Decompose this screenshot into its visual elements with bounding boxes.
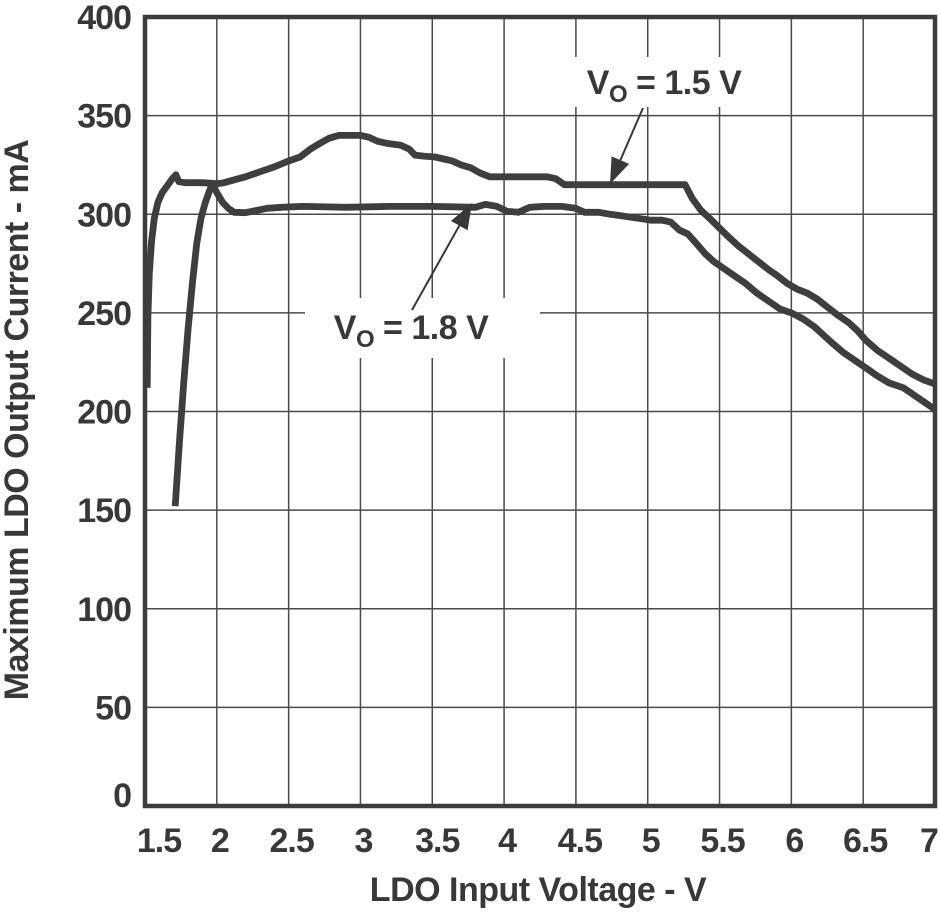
y-axis-title: Maximum LDO Output Current - mA: [0, 140, 36, 701]
annotation-arrowhead-vo-1p5: [610, 156, 630, 184]
y-tick-label: 350: [77, 98, 131, 136]
y-tick-label: 100: [77, 591, 131, 629]
x-tick-label: 7: [920, 822, 938, 860]
y-tick-label: 400: [77, 0, 131, 37]
x-tick-label: 2: [211, 822, 229, 860]
x-tick-label: 4: [498, 822, 517, 860]
data-curves: [143, 131, 937, 507]
annotation-labels: VO = 1.5 V VO = 1.8 V: [334, 64, 743, 353]
y-tick-label: 50: [95, 689, 131, 727]
x-tick-label: 4.5: [558, 822, 602, 860]
x-tick-label: 2.5: [270, 822, 314, 860]
y-tick-label: 250: [77, 295, 131, 333]
annotation-box-vo-1p5: [563, 57, 773, 107]
annotation-arrowhead-vo-1p8: [451, 203, 472, 231]
y-tick-label: 200: [77, 394, 131, 432]
x-tick-label: 3: [354, 822, 372, 860]
annotation-backgrounds: [305, 57, 773, 358]
y-axis-tick-labels: 0 50 100 150 200 250 300 350 400: [77, 0, 132, 815]
x-tick-label: 6.5: [843, 822, 887, 860]
y-tick-label: 150: [77, 492, 131, 530]
annotation-leader-vo-1p5: [618, 107, 644, 163]
x-tick-label: 3.5: [415, 822, 459, 860]
y-tick-label: 0: [113, 777, 131, 815]
annotation-leader-vo-1p8: [411, 223, 462, 311]
x-tick-label: 5: [642, 822, 660, 860]
x-axis-title: LDO Input Voltage - V: [370, 871, 707, 908]
annotation-box-vo-1p8: [305, 298, 540, 358]
x-tick-label: 6: [785, 822, 803, 860]
plot-frame: [142, 14, 938, 809]
curve-vo-1p5: [143, 131, 937, 388]
y-tick-label: 300: [77, 196, 131, 234]
annotation-label-vo-1p8: VO = 1.8 V: [334, 309, 489, 353]
x-tick-label: 5.5: [700, 822, 744, 860]
x-tick-label: 1.5: [137, 822, 181, 860]
annotation-label-vo-1p5: VO = 1.5 V: [587, 64, 742, 108]
annotation-leader-arrows: [411, 107, 644, 311]
x-axis-tick-labels: 1.5 2 2.5 3 3.5 4 4.5 5 5.5 6 6.5 7: [137, 822, 939, 860]
gridlines: [145, 17, 935, 806]
curve-vo-1p8: [171, 180, 937, 507]
